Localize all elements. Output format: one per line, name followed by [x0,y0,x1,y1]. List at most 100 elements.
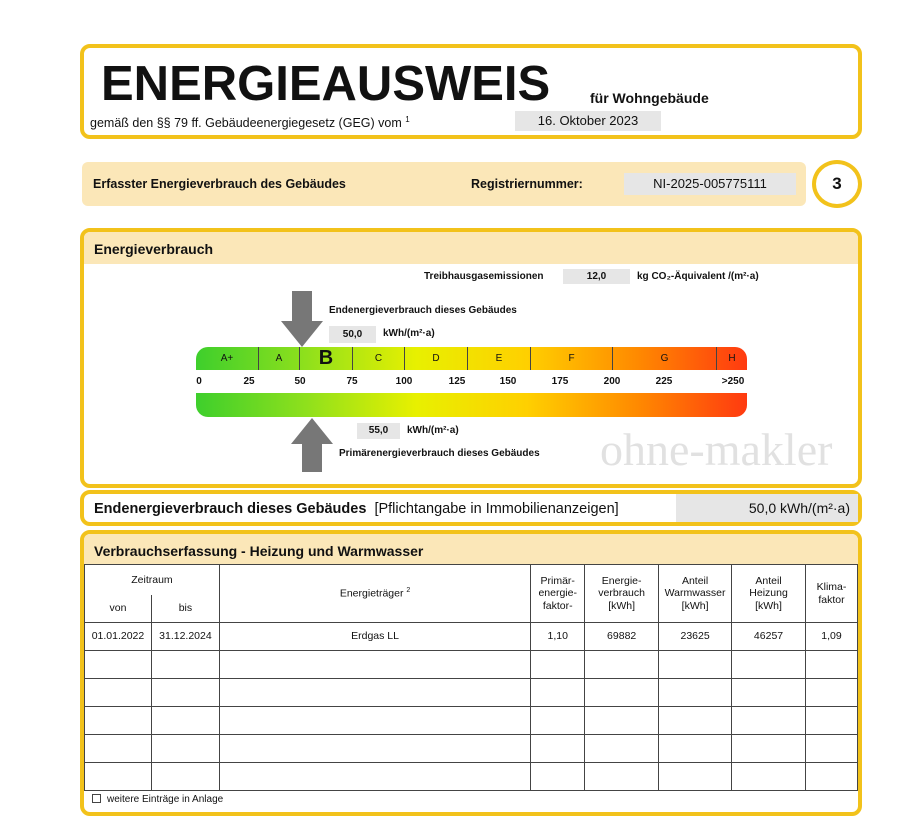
header-warmwasser: Anteil Warmwasser [kWh] [658,564,733,623]
cell-warmwasser [658,734,733,763]
prim-value: 55,0 [357,423,400,439]
cell-primaer [530,650,586,679]
cell-primaer [530,734,586,763]
end-unit: kWh/(m²·a) [383,328,435,339]
cell-heizung [731,678,806,707]
header-verbrauch: Energie- verbrauch [kWh] [584,564,660,623]
cell-warmwasser [658,650,733,679]
cell-heizung [731,762,806,791]
consumption-title: Verbrauchserfassung - Heizung und Warmwa… [84,534,858,565]
cell-primaer [530,706,586,735]
cell-traeger [218,762,532,791]
header-klima: Klima- faktor [804,564,859,623]
legal-text: gemäß den §§ 79 ff. Gebäudeenergiegesetz… [90,116,402,131]
table-row [84,706,859,735]
cell-bis [150,678,220,707]
date-field: 16. Oktober 2023 [515,111,661,131]
summary-value: 50,0 kWh/(m²·a) [676,494,858,522]
energy-class-b: B [299,347,352,370]
arrow-down-icon [281,291,323,347]
cell-von: 01.01.2022 [84,622,152,651]
header-von: von [84,594,152,623]
end-value: 50,0 [329,326,376,343]
cell-klima: 1,09 [804,622,859,651]
page-number-badge: 3 [812,160,862,208]
cell-verbrauch [584,762,660,791]
scale-tick: 125 [448,376,466,387]
registration-bar: Erfasster Energieverbrauch des Gebäudes … [82,162,806,206]
cell-heizung [731,706,806,735]
cell-von [84,706,152,735]
cell-bis [150,734,220,763]
cell-traeger [218,734,532,763]
header-heizung: Anteil Heizung [kWh] [731,564,806,623]
scale-tick: 0 [196,376,202,387]
cell-verbrauch [584,678,660,707]
cell-heizung [731,650,806,679]
end-label: Endenergieverbrauch dieses Gebäudes [329,305,517,316]
ghg-value: 12,0 [563,269,630,284]
reg-number: NI-2025-005775111 [624,173,796,195]
energy-class-a: A [258,347,299,370]
table-row [84,650,859,679]
energy-gradient-bar [196,393,747,417]
cell-von [84,762,152,791]
energy-class-f: F [530,347,612,370]
cell-bis [150,650,220,679]
scale-tick: 200 [603,376,621,387]
cell-traeger: Erdgas LL [218,622,532,651]
header-box: ENERGIEAUSWEIS für Wohngebäude gemäß den… [80,44,862,139]
scale-tick: 175 [551,376,569,387]
energy-class-c: C [352,347,404,370]
summary-text: Endenergieverbrauch dieses Gebäudes [Pfl… [94,501,619,517]
cell-klima [804,762,859,791]
header-zeitraum: Zeitraum [84,564,220,595]
cell-warmwasser: 23625 [658,622,733,651]
cell-verbrauch: 69882 [584,622,660,651]
footnote: 1 [405,115,410,124]
traeger-note: 2 [406,587,411,595]
header-traeger: Energieträger 2 [218,564,532,623]
cell-heizung [731,734,806,763]
scale-tick: 50 [294,376,306,387]
cell-warmwasser [658,706,733,735]
legal-line: gemäß den §§ 79 ff. Gebäudeenergiegesetz… [90,115,410,130]
cell-von [84,678,152,707]
prim-label: Primärenergieverbrauch dieses Gebäudes [339,448,540,459]
cell-verbrauch [584,706,660,735]
table-row [84,734,859,763]
cell-verbrauch [584,734,660,763]
energy-title: Energieverbrauch [84,232,858,264]
cell-verbrauch [584,650,660,679]
cell-bis: 31.12.2024 [150,622,220,651]
cell-klima [804,706,859,735]
summary-box: Endenergieverbrauch dieses Gebäudes [Pfl… [80,490,862,526]
cell-bis [150,762,220,791]
table-row [84,678,859,707]
cell-traeger [218,650,532,679]
cell-klima [804,678,859,707]
summary-note: [Pflichtangabe in Immobilienanzeigen] [374,501,619,517]
more-entries: weitere Einträge in Anlage [92,794,223,805]
reg-label: Registriernummer: [471,177,583,191]
energy-class-d: D [404,347,467,370]
cell-von [84,734,152,763]
table-row [84,762,859,791]
checkbox[interactable] [92,794,101,803]
energy-class-e: E [467,347,530,370]
cell-heizung: 46257 [731,622,806,651]
scale-tick: 25 [243,376,255,387]
page-title: ENERGIEAUSWEIS [101,57,551,111]
cell-klima [804,650,859,679]
recorded-label: Erfasster Energieverbrauch des Gebäudes [93,177,346,191]
scale-tick: 75 [346,376,358,387]
header-primaer: Primär- energie- faktor- [530,564,586,623]
energy-class-g: G [612,347,716,370]
energy-class-scale: A+ A B C D E F G H [196,347,747,370]
scale-tick: >250 [721,376,745,387]
energy-class-a-plus: A+ [220,353,234,364]
energy-class-h: H [716,347,747,370]
ghg-label: Treibhausgasemissionen [424,271,544,282]
prim-unit: kWh/(m²·a) [407,425,459,436]
scale-tick: 100 [395,376,413,387]
